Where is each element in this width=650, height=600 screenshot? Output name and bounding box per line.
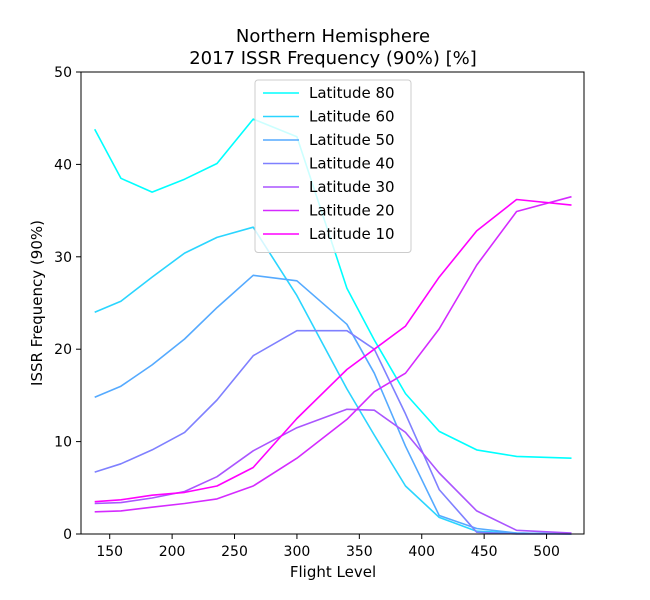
x-tick-label: 150 <box>96 544 123 560</box>
chart-title-line1: Northern Hemisphere <box>236 26 430 47</box>
y-tick-label: 30 <box>54 250 72 266</box>
series-line-3 <box>94 274 572 535</box>
plot-frame <box>80 71 585 535</box>
x-tick-label: 300 <box>284 544 311 560</box>
series-line-2 <box>94 226 572 535</box>
y-tick-label: 50 <box>54 65 72 81</box>
plot-lines <box>93 118 572 535</box>
x-tick-label: 500 <box>533 544 560 560</box>
legend-box <box>254 79 412 253</box>
legend: Latitude 80 Latitude 60 Latitude 50 Latitud… <box>254 79 412 253</box>
legend-label: Latitude 20 <box>309 202 395 220</box>
chart-title-line2: 2017 ISSR Frequency (90%) [%] <box>189 48 477 69</box>
y-tick-label: 10 <box>54 435 72 451</box>
series-line-7 <box>94 198 572 503</box>
series-line-4 <box>94 329 572 535</box>
legend-label: Latitude 40 <box>309 155 395 173</box>
legend-label: Latitude 10 <box>309 225 395 243</box>
legend-label: Latitude 60 <box>309 108 395 126</box>
x-axis-label: Flight Level <box>290 563 376 581</box>
x-tick-label: 450 <box>471 544 498 560</box>
x-tick-label: 400 <box>408 544 435 560</box>
x-tick-label: 200 <box>159 544 186 560</box>
axes: 150 200 250 300 350 400 450 500 0 10 20 30 40 50 <box>54 65 585 560</box>
series-line-5 <box>94 408 572 534</box>
legend-label: Latitude 30 <box>309 178 395 196</box>
x-tick-label: 350 <box>346 544 373 560</box>
legend-label: Latitude 50 <box>309 131 395 149</box>
y-tick-label: 20 <box>54 342 72 358</box>
legend-label: Latitude 80 <box>309 84 395 102</box>
series-line-6 <box>94 195 572 513</box>
y-tick-label: 40 <box>54 157 72 173</box>
y-tick-label: 0 <box>63 527 72 543</box>
x-tick-label: 250 <box>221 544 248 560</box>
y-axis-label: ISSR Frequency (90%) <box>28 220 46 386</box>
